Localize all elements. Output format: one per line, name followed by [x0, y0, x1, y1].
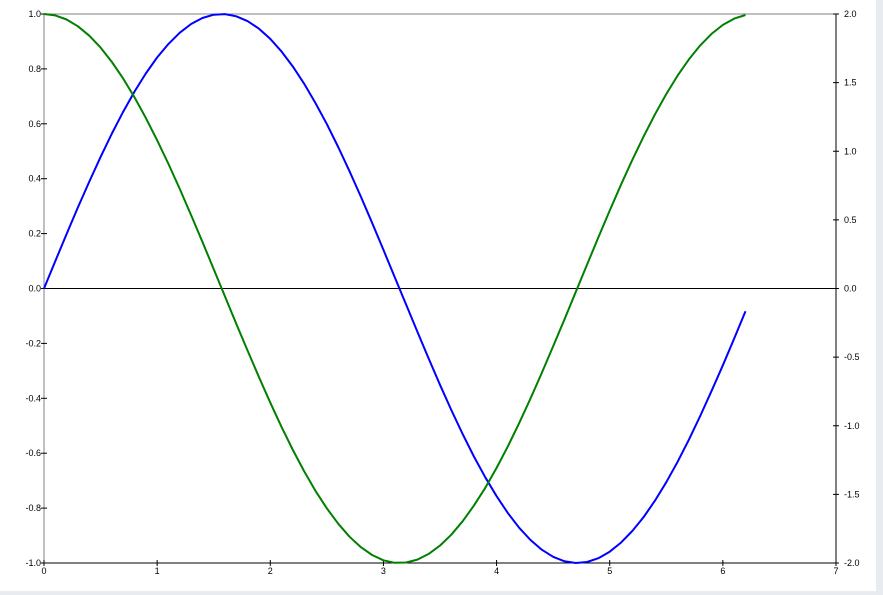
y-tick-label: 0.8 — [28, 64, 41, 74]
x-tick-label: 1 — [155, 566, 160, 576]
y-tick-label: 1.0 — [28, 9, 41, 19]
y2-tick-label: 0.0 — [844, 284, 857, 294]
y2-tick-label: -1.0 — [844, 421, 860, 431]
y-tick-label: -0.6 — [25, 448, 41, 458]
y2-tick-label: 1.0 — [844, 146, 857, 156]
y2-tick-label: 1.5 — [844, 78, 857, 88]
y-tick-label: 0.6 — [28, 119, 41, 129]
y-tick-label: -0.4 — [25, 393, 41, 403]
window-frame-bottom — [0, 591, 883, 595]
x-tick-label: 2 — [268, 566, 273, 576]
y2-tick-label: -2.0 — [844, 558, 860, 568]
series-line-1 — [43, 13, 747, 564]
y-tick-label: 0.0 — [28, 284, 41, 294]
x-tick-label: 7 — [833, 566, 838, 576]
y-tick-label: -1.0 — [25, 558, 41, 568]
y-tick-label: 0.4 — [28, 174, 41, 184]
y-tick-label: 0.2 — [28, 229, 41, 239]
y2-tick-label: -1.5 — [844, 489, 860, 499]
y-tick-label: -0.8 — [25, 503, 41, 513]
window-frame-right — [876, 0, 883, 595]
y-tick-label: -0.2 — [25, 338, 41, 348]
x-tick-label: 4 — [494, 566, 499, 576]
x-tick-label: 3 — [381, 566, 386, 576]
x-tick-label: 6 — [720, 566, 725, 576]
y2-tick-label: -0.5 — [844, 352, 860, 362]
x-tick-label: 5 — [607, 566, 612, 576]
x-tick-label: 0 — [41, 566, 46, 576]
y2-tick-label: 0.5 — [844, 215, 857, 225]
y2-tick-label: 2.0 — [844, 9, 857, 19]
series-line-2 — [43, 13, 746, 564]
